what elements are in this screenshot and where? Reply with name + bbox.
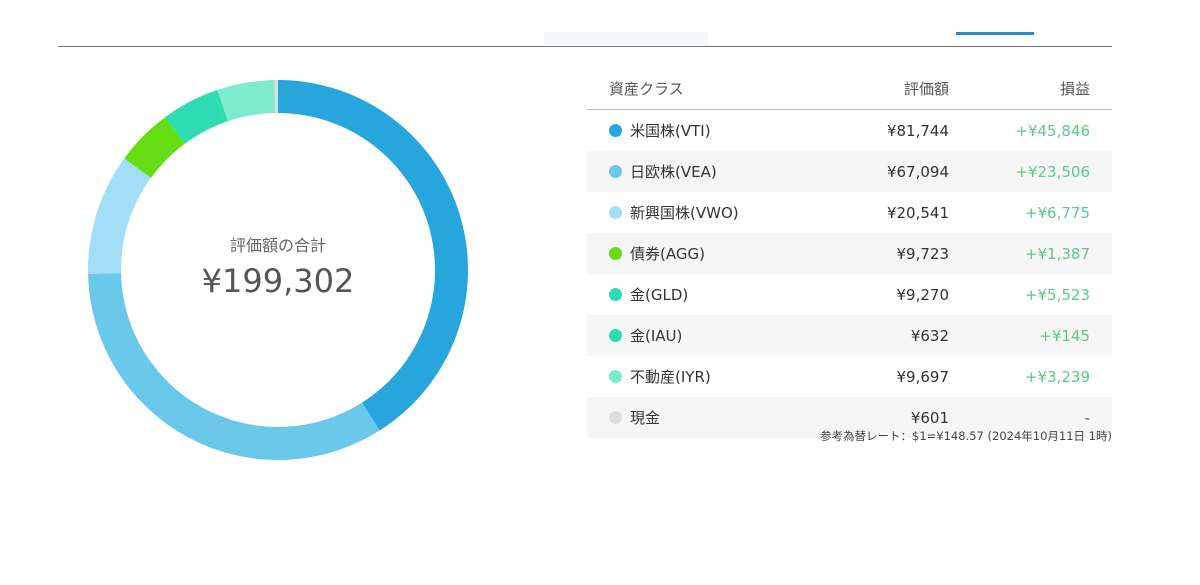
- donut-segment: [124, 117, 185, 178]
- pl-cell: +¥23,506: [949, 151, 1112, 192]
- table-row: 不動産(IYR) ¥9,697 +¥3,239: [587, 356, 1112, 397]
- asset-name: 新興国株(VWO): [630, 204, 739, 222]
- value-cell: ¥81,744: [886, 121, 949, 140]
- table-row: 米国株(VTI) ¥81,744 +¥45,846: [587, 110, 1112, 152]
- pl-cell: -: [949, 397, 1112, 438]
- legend-dot-icon: [609, 247, 622, 260]
- donut-segment: [165, 91, 225, 144]
- donut-center: 評価額の合計 ¥199,302: [128, 232, 428, 300]
- value-cell: ¥67,094: [798, 151, 949, 192]
- asset-name-cell: 現金: [587, 397, 798, 438]
- pl-cell: +¥5,523: [1024, 285, 1090, 304]
- asset-name: 現金: [630, 409, 661, 427]
- legend-dot-icon: [609, 288, 622, 301]
- header-value: 評価額: [798, 68, 949, 110]
- pl-cell: +¥145: [949, 315, 1112, 356]
- total-value: ¥199,302: [201, 262, 355, 300]
- header-pl: 損益: [949, 68, 1112, 110]
- asset-name-cell: 日欧株(VEA): [587, 151, 798, 192]
- donut-segment: [217, 80, 276, 122]
- donut-segment: [274, 80, 278, 114]
- value-cell: ¥9,723: [798, 233, 949, 274]
- legend-dot-icon: [609, 370, 622, 383]
- asset-name-cell: 金(GLD): [587, 274, 798, 315]
- asset-name: 金(IAU): [630, 327, 683, 345]
- asset-name-cell: 不動産(IYR): [587, 356, 798, 397]
- legend-dot-icon: [609, 206, 622, 219]
- value-cell: ¥20,541: [886, 203, 949, 222]
- total-label: 評価額の合計: [229, 236, 326, 255]
- value-cell: ¥9,697: [896, 367, 950, 386]
- legend-dot-icon: [609, 411, 622, 424]
- donut-segment: [88, 158, 151, 274]
- asset-name: 米国株(VTI): [630, 122, 711, 140]
- table-row: 新興国株(VWO) ¥20,541 +¥6,775: [587, 192, 1112, 233]
- divider: [58, 46, 1112, 47]
- table-row: 現金 ¥601-: [587, 397, 1112, 438]
- tab-indicator: [956, 32, 1034, 35]
- asset-name-cell: 債券(AGG): [587, 233, 798, 274]
- value-cell: ¥601: [798, 397, 949, 438]
- table-row: 金(GLD) ¥9,270 +¥5,523: [587, 274, 1112, 315]
- donut-segment: [88, 273, 380, 461]
- exchange-rate-note: 参考為替レート：$1=¥148.57 (2024年10月11日 1時): [820, 429, 1112, 443]
- pl-cell: +¥45,846: [1015, 121, 1090, 140]
- value-cell: ¥632: [798, 315, 949, 356]
- donut-chart: [88, 80, 469, 461]
- legend-dot-icon: [609, 124, 622, 137]
- asset-name: 日欧株(VEA): [630, 163, 717, 181]
- donut-segment: [278, 80, 469, 431]
- asset-name-cell: 金(IAU): [587, 315, 798, 356]
- value-cell: ¥9,270: [896, 285, 950, 304]
- legend-dot-icon: [609, 329, 622, 342]
- header-asset: 資産クラス: [587, 68, 798, 110]
- pl-cell: +¥3,239: [1024, 367, 1090, 386]
- pl-cell: +¥1,387: [949, 233, 1112, 274]
- legend-dot-icon: [609, 165, 622, 178]
- asset-name: 不動産(IYR): [630, 368, 711, 386]
- asset-table: 資産クラス 評価額 損益 米国株(VTI) ¥81,744 +¥45,846 日欧株(…: [587, 68, 1112, 438]
- asset-name-cell: 米国株(VTI): [587, 110, 798, 152]
- asset-name: 債券(AGG): [630, 245, 705, 263]
- table-row: 日欧株(VEA) ¥67,094 +¥23,506: [587, 151, 1112, 192]
- table-row: 債券(AGG) ¥9,723 +¥1,387: [587, 233, 1112, 274]
- pl-cell: +¥6,775: [1024, 203, 1090, 222]
- donut-segment: [213, 89, 228, 123]
- asset-name-cell: 新興国株(VWO): [587, 192, 798, 233]
- faint-banner: [544, 32, 708, 46]
- table-row: 金(IAU) ¥632 +¥145: [587, 315, 1112, 356]
- asset-name: 金(GLD): [630, 286, 689, 304]
